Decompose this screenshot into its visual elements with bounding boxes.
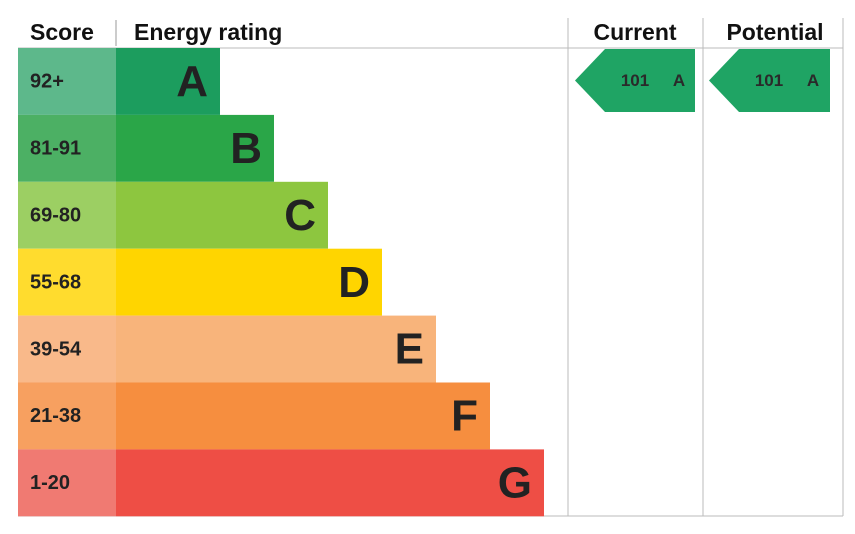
score-range: 69-80 [30, 205, 81, 227]
potential-arrow [709, 49, 830, 112]
score-range: 1-20 [30, 472, 70, 494]
score-cell [18, 114, 116, 182]
score-range: 92+ [30, 71, 64, 93]
rating-letter: C [284, 191, 316, 240]
rating-letter: G [498, 458, 532, 507]
rating-bar [116, 248, 382, 316]
current-value: 101 [621, 71, 649, 90]
current-arrow [575, 49, 695, 112]
current-letter: A [673, 71, 685, 90]
rating-bar [116, 48, 220, 115]
rating-bar [116, 315, 436, 383]
rating-letter: F [451, 392, 478, 441]
score-cell [18, 382, 116, 450]
score-cell [18, 248, 116, 316]
potential-letter: A [807, 71, 819, 90]
rating-letter: A [176, 57, 208, 106]
header-score: Score [30, 19, 94, 45]
header-potential: Potential [726, 19, 823, 45]
score-range: 55-68 [30, 271, 81, 293]
rating-letter: B [230, 124, 262, 173]
rating-bar [116, 449, 544, 517]
score-range: 39-54 [30, 338, 82, 360]
score-cell [18, 449, 116, 517]
rating-letter: E [395, 325, 424, 374]
score-cell [18, 181, 116, 249]
score-range: 21-38 [30, 405, 81, 427]
rating-bar [116, 382, 490, 450]
rating-bar [116, 181, 328, 249]
rating-bar [116, 114, 274, 182]
score-cell [18, 48, 116, 115]
header-current: Current [593, 19, 676, 45]
score-cell [18, 315, 116, 383]
header-energy-rating: Energy rating [134, 19, 282, 45]
potential-value: 101 [755, 71, 783, 90]
rating-letter: D [338, 258, 370, 307]
score-range: 81-91 [30, 138, 81, 160]
